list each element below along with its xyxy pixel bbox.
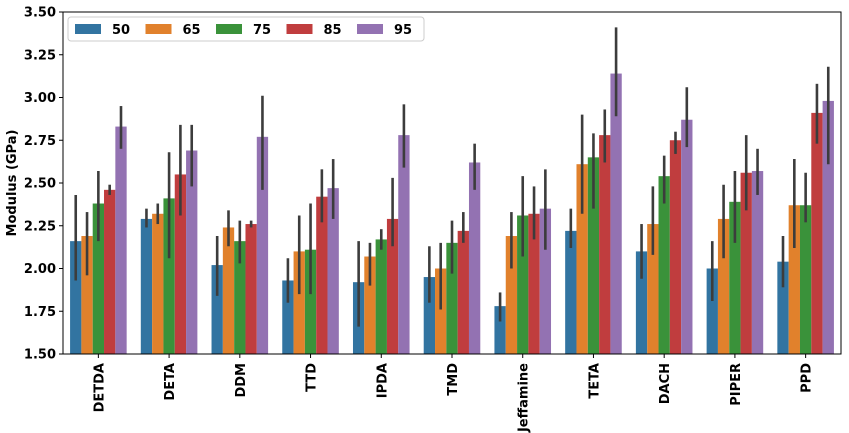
bar-DETDA-75 — [92, 203, 105, 354]
bar-DDM-50 — [211, 265, 223, 354]
bar-TMD-95 — [468, 162, 481, 354]
y-tick-label: 3.25 — [24, 48, 56, 63]
x-tick-label-DDM: DDM — [234, 363, 249, 398]
bar-DDM-75 — [234, 241, 246, 354]
axes-layer: 1.50 1.75 2.00 2.25 2.50 2.75 3.00 3.25 3.50 DETD… — [24, 6, 842, 433]
bars-layer — [70, 73, 834, 354]
bar-PIPER-85 — [740, 172, 752, 354]
bar-DDM-65 — [222, 227, 235, 354]
bar-TETA-75 — [587, 157, 600, 354]
bar-TETA-50 — [565, 230, 577, 354]
bar-TETA-85 — [599, 135, 611, 354]
bar-IPDA-95 — [398, 135, 410, 354]
legend-label-65: 65 — [183, 23, 201, 38]
bar-TETA-65 — [576, 164, 588, 354]
bar-TMD-50 — [423, 277, 436, 354]
bar-IPDA-75 — [375, 239, 387, 354]
bar-DETA-65 — [152, 213, 164, 354]
bar-Jeffamine-75 — [517, 215, 529, 354]
bar-TMD-65 — [435, 268, 447, 354]
y-axis-title: Modulus (GPa) — [5, 130, 20, 237]
bar-DACH-75 — [658, 176, 670, 354]
x-tick-label-TETA: TETA — [587, 363, 602, 399]
x-tick-label-PPD: PPD — [800, 363, 815, 393]
bar-TETA-95 — [610, 73, 622, 354]
bar-TTD-75 — [304, 249, 317, 354]
legend-box — [67, 16, 425, 42]
bar-PPD-75 — [799, 205, 812, 354]
legend-label-50: 50 — [112, 23, 130, 38]
bar-DETDA-95 — [115, 126, 127, 354]
y-tick-label: 2.75 — [24, 134, 56, 149]
legend-swatch-95 — [357, 24, 383, 34]
bar-PIPER-65 — [717, 218, 730, 354]
legend-swatch-85 — [286, 24, 313, 34]
bar-DACH-50 — [635, 251, 648, 354]
bar-Jeffamine-85 — [528, 213, 540, 354]
error-bars-layer — [74, 27, 830, 327]
bar-PPD-50 — [777, 261, 789, 354]
bar-IPDA-85 — [386, 218, 399, 354]
x-tick-label-Jeffamine: Jeffamine — [517, 363, 532, 433]
bar-DETDA-50 — [70, 241, 82, 354]
x-tick-label-DETA: DETA — [163, 363, 178, 401]
y-tick-label: 2.50 — [24, 177, 56, 192]
y-tick-label: 3.00 — [24, 91, 56, 106]
bar-DACH-65 — [647, 224, 659, 354]
bar-PIPER-50 — [706, 268, 718, 354]
legend-swatch-50 — [75, 24, 101, 34]
bar-DETA-75 — [163, 198, 175, 354]
bar-Jeffamine-65 — [505, 236, 518, 354]
y-tick-label: 2.00 — [24, 262, 56, 277]
x-tick-label-TMD: TMD — [446, 363, 461, 396]
legend-label-75: 75 — [253, 23, 271, 38]
bar-TMD-85 — [457, 230, 469, 354]
legend-label-95: 95 — [394, 23, 412, 38]
bar-PIPER-95 — [751, 171, 764, 354]
bar-TTD-65 — [293, 251, 305, 354]
bar-PIPER-75 — [729, 201, 741, 354]
bar-DACH-85 — [669, 140, 682, 354]
y-tick-label: 1.75 — [24, 305, 56, 320]
bar-PPD-85 — [811, 112, 823, 354]
bar-IPDA-65 — [364, 256, 376, 354]
bar-PPD-65 — [788, 205, 800, 354]
bar-TMD-75 — [446, 242, 458, 354]
legend-swatch-75 — [216, 24, 242, 34]
legend: 50 65 75 85 95 — [67, 16, 425, 42]
y-tick-label: 1.50 — [24, 348, 56, 363]
bar-TTD-50 — [282, 280, 294, 354]
x-tick-label-TTD: TTD — [305, 363, 320, 392]
y-tick-label: 2.25 — [24, 219, 56, 234]
bar-DETA-95 — [186, 150, 198, 354]
x-tick-label-DETDA: DETDA — [92, 363, 107, 412]
bar-TTD-95 — [327, 188, 339, 354]
bar-DDM-95 — [256, 136, 269, 354]
bar-DETA-50 — [140, 218, 153, 354]
bar-DETA-85 — [174, 174, 187, 354]
bar-TTD-85 — [316, 196, 328, 354]
bar-DETDA-85 — [104, 189, 116, 354]
bar-Jeffamine-50 — [494, 306, 506, 354]
x-tick-label-DACH: DACH — [658, 363, 673, 404]
bar-DETDA-65 — [81, 236, 93, 354]
legend-label-85: 85 — [324, 23, 342, 38]
bar-PPD-95 — [822, 100, 834, 354]
x-tick-label-IPDA: IPDA — [375, 363, 390, 398]
y-tick-label: 3.50 — [24, 6, 56, 21]
bar-DACH-95 — [681, 119, 693, 354]
legend-swatch-65 — [145, 24, 172, 34]
bar-DDM-85 — [245, 224, 257, 354]
x-tick-label-PIPER: PIPER — [729, 363, 744, 406]
bar-Jeffamine-95 — [539, 208, 552, 354]
